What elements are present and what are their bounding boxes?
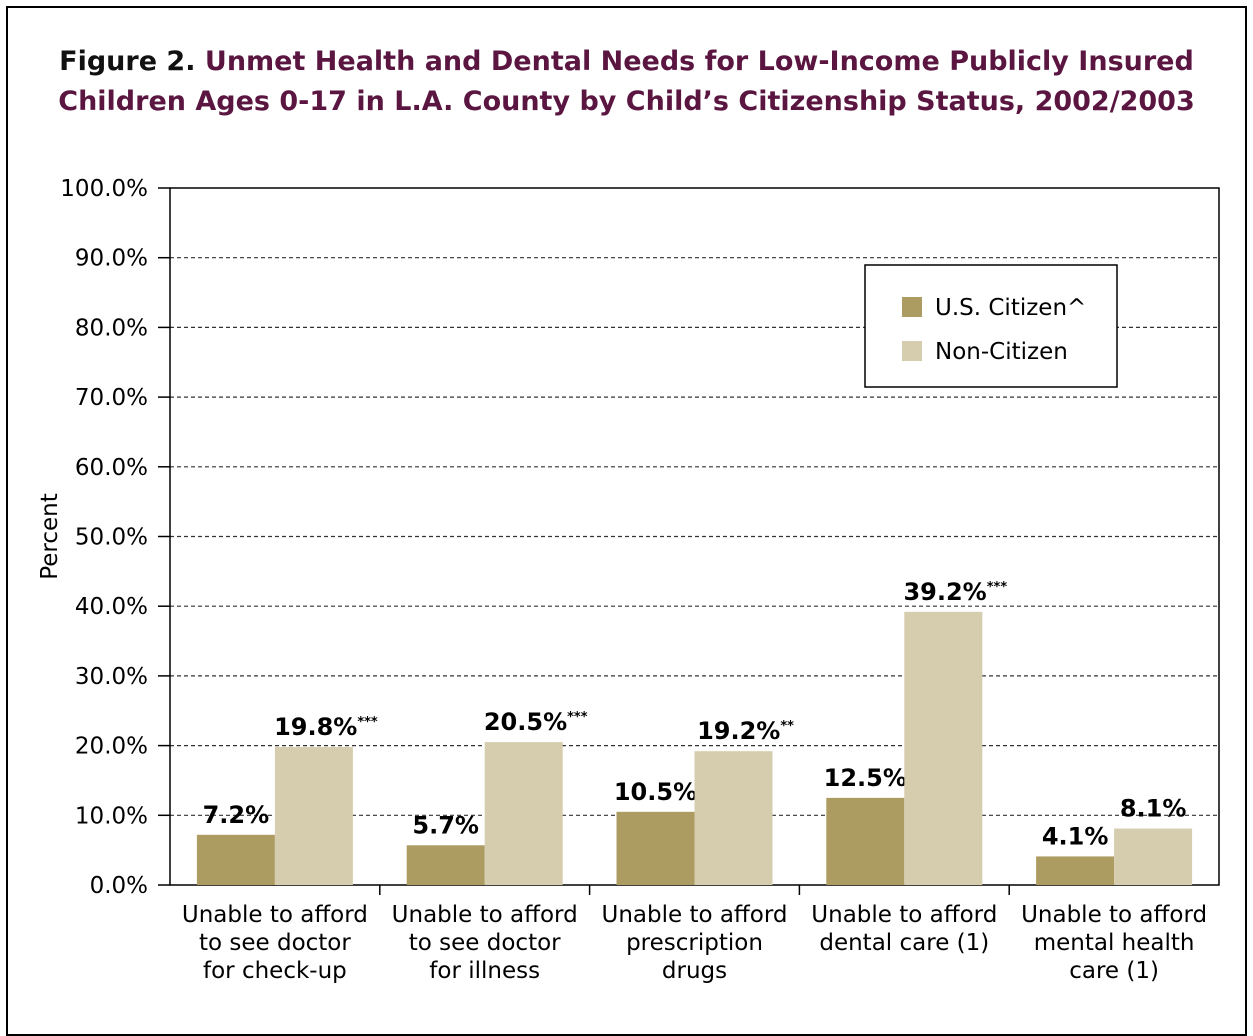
x-category-label: Unable to afford [182,902,368,928]
bar-non-citizen [904,611,983,885]
y-tick-label: 80.0% [75,315,148,341]
y-tick-label: 100.0% [60,176,148,202]
bar-non-citizen [1114,828,1193,885]
x-category-label: Unable to afford [811,902,997,928]
bar-us-citizen [196,834,275,885]
significance-mark: *** [567,710,588,725]
y-tick-label: 70.0% [75,385,148,411]
data-label-us-citizen: 12.5% [824,764,907,792]
y-axis-title: Percent [37,493,63,580]
data-label-us-citizen: 5.7% [412,811,479,839]
legend-swatch-non-citizen [902,341,922,361]
bar-us-citizen [826,797,905,885]
legend-box [864,264,1118,388]
significance-mark: *** [987,580,1008,595]
bar-us-citizen [616,811,695,885]
x-category-label: prescription [626,930,763,956]
y-tick-label: 50.0% [75,525,148,551]
x-category-label: Unable to afford [392,902,578,928]
significance-mark: ** [780,719,794,734]
y-tick-label: 90.0% [75,246,148,272]
bar-us-citizen [1036,856,1115,885]
data-label-us-citizen: 10.5% [614,778,697,806]
y-tick-label: 40.0% [75,594,148,620]
legend-swatch-us-citizen [902,297,922,317]
y-tick-label: 30.0% [75,664,148,690]
x-category-label: care (1) [1069,958,1159,984]
data-label-non-citizen: 39.2%*** [903,578,1007,606]
title-line-2: Children Ages 0-17 in L.A. County by Chi… [58,86,1195,117]
data-label-us-citizen: 7.2% [203,801,270,829]
x-category-label: for illness [429,958,540,984]
x-category-label: Unable to afford [601,902,787,928]
x-category-label: drugs [662,958,727,984]
y-tick-label: 60.0% [75,455,148,481]
x-category-label: to see doctor [199,930,351,956]
y-tick-label: 10.0% [75,803,148,829]
data-label-us-citizen: 4.1% [1042,822,1109,850]
bar-non-citizen [274,746,353,885]
x-category-label: to see doctor [409,930,561,956]
title-line-1: Unmet Health and Dental Needs for Low-In… [204,46,1194,77]
data-label-non-citizen: 20.5%*** [484,708,588,736]
bar-us-citizen [406,845,485,885]
significance-mark: *** [357,715,378,730]
x-category-label: mental health [1034,930,1195,956]
figure-label: Figure 2. [59,46,196,77]
chart-title: Figure 2. Unmet Health and Dental Needs … [0,42,1253,122]
bar-non-citizen [694,751,773,885]
x-category-label: dental care (1) [819,930,989,956]
bar-non-citizen [484,742,563,885]
x-category-label: Unable to afford [1021,902,1207,928]
legend-label-non-citizen: Non-Citizen [935,339,1068,365]
data-label-non-citizen: 19.2%** [697,717,794,745]
data-label-non-citizen: 8.1% [1120,795,1187,823]
x-category-label: for check-up [203,958,347,984]
y-tick-label: 0.0% [90,873,148,899]
data-label-non-citizen: 19.8%*** [274,713,378,741]
y-tick-label: 20.0% [75,734,148,760]
legend-label-us-citizen: U.S. Citizen^ [935,295,1086,321]
